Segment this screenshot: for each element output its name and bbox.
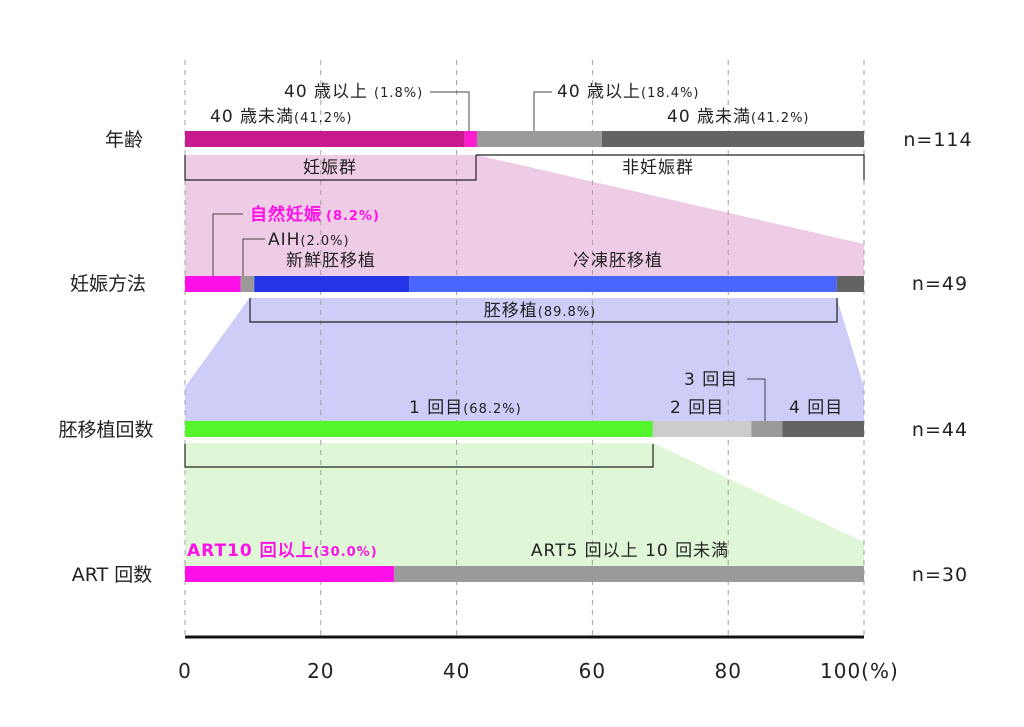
leader-age-over40-big	[533, 91, 552, 131]
leader-aih	[242, 238, 265, 276]
bar-layer	[185, 131, 864, 582]
bar-transfers-segment-0	[185, 421, 653, 437]
x-tick-label-3: 60	[579, 659, 606, 683]
label-fourth: 4 回目	[789, 398, 843, 418]
x-tick-labels: 0 20 40 60 80 100(%)	[178, 659, 899, 683]
bar-art-segment-0	[185, 566, 395, 582]
connector-method-to-transfers	[185, 298, 864, 421]
bar-age-segment-3	[601, 131, 864, 147]
row-label-art: ART 回数	[72, 564, 152, 586]
row-label-method: 妊娠方法	[70, 273, 146, 295]
label-fresh: 新鮮胚移植	[286, 251, 376, 271]
label-first: 1 回目(68.2%)	[409, 398, 522, 418]
row-labels: 年齢 妊娠方法 胚移植回数 ART 回数	[58, 129, 153, 586]
bar-transfers-segment-2	[751, 421, 783, 437]
bar-age-segment-2	[476, 131, 602, 147]
label-second: 2 回目	[670, 398, 724, 418]
x-tick-label-4: 80	[714, 659, 741, 683]
label-age-over40-small: 40 歳以上 (1.8%)	[284, 82, 423, 102]
n-label-age: n=114	[903, 129, 972, 151]
group-bracket-pregnant	[184, 155, 477, 181]
n-label-art: n=30	[912, 564, 968, 586]
group-bracket-first-transfer	[184, 444, 654, 468]
bar-age-segment-1	[464, 131, 477, 147]
x-tick-label-5: 100(%)	[820, 659, 899, 683]
x-tick-label-1: 20	[307, 659, 334, 683]
leader-layer	[212, 91, 766, 421]
n-label-method: n=49	[912, 273, 968, 295]
label-age-over40-big: 40 歳以上(18.4%)	[557, 82, 700, 102]
label-frozen: 冷凍胚移植	[573, 251, 663, 271]
leader-third	[747, 378, 766, 421]
method-annotations: 自然妊娠 (8.2%) AIH(2.0%) 新鮮胚移植 冷凍胚移植 胚移植(89.…	[250, 204, 663, 321]
label-transfer-group: 胚移植(89.8%)	[484, 301, 596, 321]
connector-layer	[185, 155, 864, 566]
row-label-age: 年齢	[105, 129, 143, 151]
transfers-annotations: 1 回目(68.2%) 2 回目 3 回目 4 回目	[409, 370, 843, 418]
row-label-transfers: 胚移植回数	[58, 419, 153, 441]
age-annotations: 40 歳未満(41.2%) 40 歳以上 (1.8%) 40 歳以上(18.4%)…	[210, 82, 810, 178]
label-art5: ART5 回以上 10 回未満	[531, 541, 729, 561]
group-bracket-nonpregnant	[476, 154, 865, 180]
label-group-pregnant: 妊娠群	[303, 158, 357, 178]
label-third: 3 回目	[684, 370, 738, 390]
bar-transfers-segment-3	[782, 421, 864, 437]
x-tick-label-0: 0	[178, 659, 192, 683]
leader-natural	[212, 213, 243, 276]
connector-age-to-method	[185, 155, 864, 276]
leader-age-over40-small	[430, 91, 470, 131]
x-tick-label-2: 40	[443, 659, 470, 683]
bar-method-segment-0	[185, 276, 241, 292]
bar-age-segment-0	[185, 131, 465, 147]
grid-layer	[184, 60, 865, 636]
label-aih: AIH(2.0%)	[268, 230, 350, 250]
bracket-layer	[184, 154, 865, 468]
bar-method-segment-3	[409, 276, 837, 292]
label-age-under40-right: 40 歳未満(41.2%)	[667, 107, 810, 127]
connector-transfers-to-art	[185, 443, 864, 566]
label-age-under40-left: 40 歳未満(41.2%)	[210, 107, 353, 127]
bar-method-segment-4	[836, 276, 864, 292]
art-annotations: ART10 回以上(30.0%) ART5 回以上 10 回未満	[187, 541, 729, 561]
label-art10: ART10 回以上(30.0%)	[187, 541, 378, 561]
bar-art-segment-1	[394, 566, 864, 582]
bar-method-segment-1	[240, 276, 255, 292]
n-label-transfers: n=44	[912, 419, 968, 441]
label-group-nonpregnant: 非妊娠群	[622, 158, 694, 178]
group-bracket-transfer	[249, 298, 838, 323]
label-natural: 自然妊娠 (8.2%)	[250, 204, 380, 225]
bar-transfers-segment-1	[652, 421, 752, 437]
bar-method-segment-2	[254, 276, 410, 292]
n-labels: n=114 n=49 n=44 n=30	[903, 129, 972, 586]
